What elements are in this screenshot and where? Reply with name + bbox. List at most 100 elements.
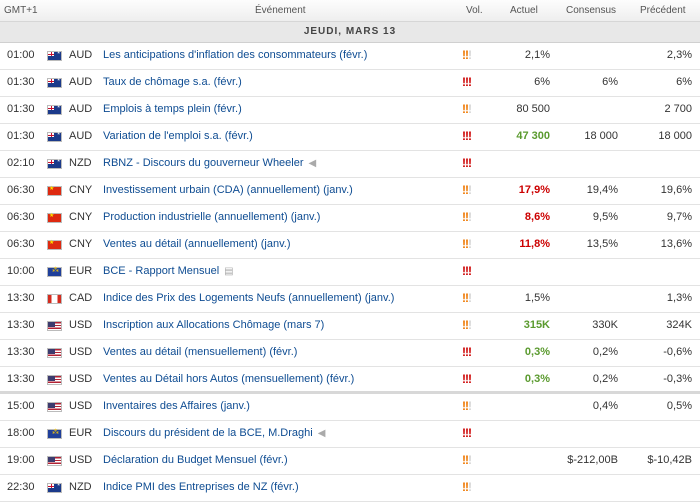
- volatility-mark: !: [465, 75, 469, 89]
- volatility-mark: !: [462, 129, 466, 143]
- event-link[interactable]: Déclaration du Budget Mensuel (févr.): [103, 454, 288, 466]
- event-time: 01:00: [7, 49, 35, 61]
- volatility-mark: !: [462, 399, 466, 413]
- event-name[interactable]: BCE - Rapport Mensuel: [103, 265, 220, 277]
- volatility-mark: !: [465, 399, 469, 413]
- flag-icon: [47, 185, 62, 196]
- previous-value: 13,6%: [660, 238, 692, 250]
- table-row: 01:30 AUD Variation de l'emploi s.a. (févr…: [0, 124, 700, 151]
- volatility-mark: !: [462, 453, 466, 467]
- event-time: 06:30: [7, 211, 35, 223]
- consensus-value: 13,5%: [586, 238, 618, 250]
- volatility-indicator: !!!: [462, 183, 472, 197]
- volatility-mark: !: [468, 291, 472, 305]
- table-row: 10:00 EUR BCE - Rapport Mensuel ▤!!!: [0, 259, 700, 286]
- consensus-value: 0,2%: [592, 346, 618, 358]
- volatility-mark: !: [462, 183, 466, 197]
- volatility-mark: !: [462, 48, 466, 62]
- event-header: Événement: [255, 5, 306, 16]
- event-link[interactable]: Investissement urbain (CDA) (annuellemen…: [103, 184, 353, 196]
- event-time: 02:10: [7, 157, 35, 169]
- flag-icon: [47, 348, 62, 358]
- event-link[interactable]: Inscription aux Allocations Chômage (mar…: [103, 319, 324, 331]
- event-link[interactable]: Ventes au Détail hors Autos (mensuelleme…: [103, 373, 354, 385]
- event-link[interactable]: Production industrielle (annuellement) (…: [103, 211, 320, 223]
- event-time: 22:30: [7, 481, 35, 493]
- volatility-mark: !: [468, 426, 472, 440]
- currency-code: AUD: [69, 103, 93, 115]
- volatility-mark: !: [465, 102, 469, 116]
- event-name[interactable]: RBNZ - Discours du gouverneur Wheeler: [103, 157, 304, 169]
- event-link[interactable]: Inventaires des Affaires (janv.): [103, 400, 250, 412]
- event-name[interactable]: Indice PMI des Entreprises de NZ (févr.): [103, 481, 299, 493]
- table-row: 22:30 NZD Indice PMI des Entreprises de NZ…: [0, 475, 700, 502]
- event-name[interactable]: Inscription aux Allocations Chômage (mar…: [103, 319, 325, 331]
- flag-icon: [47, 321, 62, 331]
- volatility-mark: !: [462, 291, 466, 305]
- event-name[interactable]: Investissement urbain (CDA) (annuellemen…: [103, 184, 353, 196]
- table-row: 02:10 NZD RBNZ - Discours du gouverneur Wh…: [0, 151, 700, 178]
- flag-icon: [47, 402, 62, 412]
- volatility-mark: !: [468, 318, 472, 332]
- event-name[interactable]: Production industrielle (annuellement) (…: [103, 211, 321, 223]
- previous-value: 19,6%: [660, 184, 692, 196]
- event-name[interactable]: Inventaires des Affaires (janv.): [103, 400, 250, 412]
- event-name[interactable]: Ventes au détail (annuellement) (janv.): [103, 238, 291, 250]
- event-name[interactable]: Emplois à temps plein (févr.): [103, 103, 242, 115]
- event-name[interactable]: Déclaration du Budget Mensuel (févr.): [103, 454, 288, 466]
- flag-icon: [47, 105, 62, 115]
- table-row: 06:30 CNY Ventes au détail (annuellement) …: [0, 232, 700, 259]
- event-name[interactable]: Taux de chômage s.a. (févr.): [103, 76, 242, 88]
- event-name[interactable]: Indice des Prix des Logements Neufs (ann…: [103, 292, 395, 304]
- volatility-mark: !: [465, 291, 469, 305]
- table-row: 01:30 AUD Emplois à temps plein (févr.)!!!…: [0, 97, 700, 124]
- actual-value: 0,3%: [524, 346, 550, 358]
- volatility-mark: !: [462, 264, 466, 278]
- actual-value: 11,8%: [519, 238, 550, 250]
- event-link[interactable]: Variation de l'emploi s.a. (févr.): [103, 130, 253, 142]
- table-row: 19:00 USD Déclaration du Budget Mensuel (f…: [0, 448, 700, 475]
- event-link[interactable]: Discours du président de la BCE, M.Dragh…: [103, 427, 325, 439]
- event-link[interactable]: Indice PMI des Entreprises de NZ (févr.): [103, 481, 299, 493]
- volatility-indicator: !!!: [462, 453, 472, 467]
- consensus-header: Consensus: [566, 5, 617, 16]
- volatility-indicator: !!!: [462, 291, 472, 305]
- volatility-indicator: !!!: [462, 318, 472, 332]
- event-time: 13:30: [7, 292, 35, 304]
- volatility-mark: !: [462, 480, 466, 494]
- event-name[interactable]: Ventes au détail (mensuellement) (févr.): [103, 346, 298, 358]
- currency-code: NZD: [69, 157, 92, 169]
- table-row: 13:30 USD Inscription aux Allocations Chôm…: [0, 313, 700, 340]
- event-link[interactable]: Les anticipations d'inflation des consom…: [103, 49, 367, 61]
- event-name[interactable]: Variation de l'emploi s.a. (févr.): [103, 130, 253, 142]
- consensus-value: 0,4%: [592, 400, 618, 412]
- volatility-mark: !: [468, 237, 472, 251]
- flag-icon: [47, 375, 62, 385]
- flag-icon: [47, 51, 62, 61]
- previous-value: 0,5%: [666, 400, 692, 412]
- event-link[interactable]: Emplois à temps plein (févr.): [103, 103, 242, 115]
- event-name[interactable]: Ventes au Détail hors Autos (mensuelleme…: [103, 373, 355, 385]
- event-link[interactable]: Ventes au détail (mensuellement) (févr.): [103, 346, 297, 358]
- event-name[interactable]: Les anticipations d'inflation des consom…: [103, 49, 368, 61]
- event-link[interactable]: RBNZ - Discours du gouverneur Wheeler ◀: [103, 157, 316, 169]
- report-icon: ▤: [224, 266, 234, 277]
- timezone-header[interactable]: GMT+1: [4, 5, 38, 16]
- event-link[interactable]: Indice des Prix des Logements Neufs (ann…: [103, 292, 394, 304]
- event-link[interactable]: BCE - Rapport Mensuel ▤: [103, 265, 234, 277]
- volatility-indicator: !!!: [462, 75, 472, 89]
- event-link[interactable]: Ventes au détail (annuellement) (janv.): [103, 238, 291, 250]
- previous-value: 324K: [666, 319, 692, 331]
- volatility-mark: !: [465, 372, 469, 386]
- volatility-mark: !: [468, 480, 472, 494]
- currency-code: EUR: [69, 265, 93, 277]
- table-row: 13:30 CAD Indice des Prix des Logements Ne…: [0, 286, 700, 313]
- consensus-value: 0,2%: [592, 373, 618, 385]
- event-time: 13:30: [7, 346, 35, 358]
- event-link[interactable]: Taux de chômage s.a. (févr.): [103, 76, 242, 88]
- currency-code: AUD: [69, 49, 93, 61]
- event-time: 01:30: [7, 130, 35, 142]
- volatility-mark: !: [465, 426, 469, 440]
- volatility-mark: !: [465, 237, 469, 251]
- event-name[interactable]: Discours du président de la BCE, M.Dragh…: [103, 427, 313, 439]
